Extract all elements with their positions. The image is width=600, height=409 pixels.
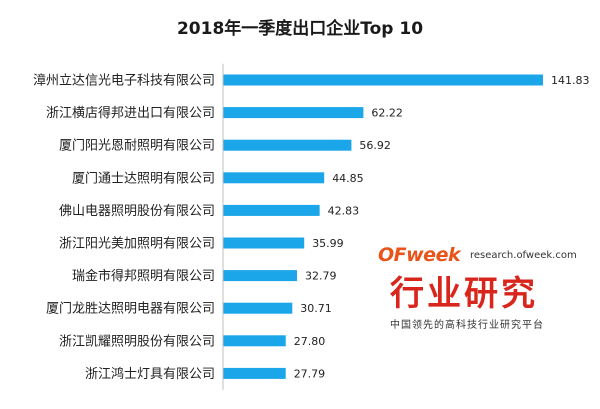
bar xyxy=(223,367,286,379)
value-label: 56.92 xyxy=(359,139,391,152)
value-label: 30.71 xyxy=(300,302,332,315)
value-label: 27.80 xyxy=(294,335,326,348)
bar xyxy=(223,139,352,151)
category-label: 浙江横店得邦进出口有限公司 xyxy=(46,105,215,121)
value-label: 32.79 xyxy=(305,270,337,283)
category-label: 漳州立达信光电子科技有限公司 xyxy=(33,73,215,89)
chart-title: 2018年一季度出口企业Top 10 xyxy=(176,19,424,39)
watermark-slogan: 中国领先的高科技行业研究平台 xyxy=(390,320,544,331)
watermark-url: research.ofweek.com xyxy=(470,250,577,261)
bar xyxy=(223,204,320,216)
category-label: 佛山电器照明股份有限公司 xyxy=(59,204,215,219)
bar xyxy=(223,270,297,282)
value-label: 62.22 xyxy=(371,107,403,120)
bar xyxy=(223,74,543,86)
category-labels: 漳州立达信光电子科技有限公司浙江横店得邦进出口有限公司厦门阳光恩耐照明有限公司厦… xyxy=(33,73,215,382)
category-label: 浙江阳光美加照明有限公司 xyxy=(59,237,215,252)
value-label: 44.85 xyxy=(332,172,364,185)
bar xyxy=(223,335,286,347)
bar xyxy=(223,302,293,314)
ofweek-watermark: OFweek research.ofweek.com 行业研究 中国领先的高科技… xyxy=(378,244,592,334)
category-label: 厦门龙胜达照明电器有限公司 xyxy=(46,302,215,317)
value-labels: 141.83 62.22 56.92 44.85 42.83 35.99 32.79 30.7… xyxy=(294,74,590,380)
value-label: 141.83 xyxy=(551,74,590,87)
bars xyxy=(223,74,543,379)
category-label: 浙江鸿士灯具有限公司 xyxy=(85,366,215,382)
category-label: 浙江凯耀照明股份有限公司 xyxy=(59,334,215,349)
value-label: 27.79 xyxy=(294,367,326,380)
category-label: 厦门通士达照明有限公司 xyxy=(72,171,215,186)
ofweek-logo: OFweek xyxy=(378,244,461,266)
bar xyxy=(223,237,305,249)
bar xyxy=(223,172,325,184)
value-label: 42.83 xyxy=(328,204,360,217)
category-label: 瑞金市得邦照明有限公司 xyxy=(72,268,215,284)
watermark-title: 行业研究 xyxy=(390,274,538,314)
category-label: 厦门阳光恩耐照明有限公司 xyxy=(59,139,215,154)
value-label: 35.99 xyxy=(312,237,344,250)
bar xyxy=(223,107,364,119)
